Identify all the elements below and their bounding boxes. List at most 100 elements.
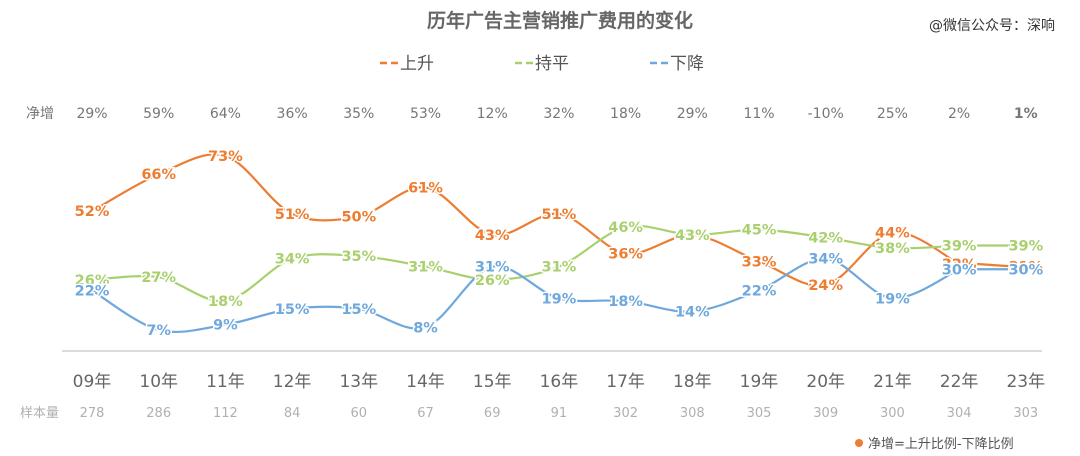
x-tick-label: 15年 <box>473 372 512 392</box>
sample-size-row: 278 286 112 84 60 67 69 91 302 308 305 309 300 304 303 <box>80 406 1039 421</box>
sample-size-value: 69 <box>484 406 501 421</box>
data-label-down: 8% <box>413 320 438 336</box>
data-label-up: 50% <box>341 209 376 225</box>
net-increase-value: 11% <box>743 106 774 122</box>
sample-size-value: 309 <box>813 406 838 421</box>
sample-size-value: 91 <box>551 406 568 421</box>
legend-label-down: 下降 <box>670 54 704 74</box>
x-tick-label: 09年 <box>73 372 112 392</box>
net-increase-value: 29% <box>76 106 107 122</box>
series-line-up <box>91 153 960 287</box>
sample-size-value: 84 <box>284 406 301 421</box>
data-label-up: 24% <box>808 278 843 294</box>
net-increase-value: 1% <box>1014 106 1038 122</box>
net-increase-value: 64% <box>210 106 241 122</box>
data-label-up: 51% <box>275 207 310 223</box>
data-label-down: 31% <box>475 260 510 276</box>
x-axis: 09年 10年 11年 12年 13年 14年 15年 16年 17年 18年 19年 20年 21年 2… <box>73 372 1045 392</box>
data-label-down: 15% <box>275 302 310 318</box>
data-label-flat: 26% <box>75 273 110 289</box>
data-label-flat: 31% <box>542 260 577 276</box>
data-label-down: 19% <box>542 291 577 307</box>
sample-size-value: 302 <box>613 406 638 421</box>
watermark: @微信公众号：深响 <box>929 18 1055 34</box>
sample-size-value: 67 <box>417 406 434 421</box>
x-tick-label: 17年 <box>606 372 645 392</box>
data-label-flat: 31% <box>408 260 443 276</box>
data-label-flat: 26% <box>475 273 510 289</box>
data-label-flat: 42% <box>808 231 843 247</box>
sample-size-value: 303 <box>1013 406 1038 421</box>
sample-size-label: 样本量 <box>20 406 59 421</box>
net-increase-value: 32% <box>543 106 574 122</box>
x-tick-label: 16年 <box>540 372 579 392</box>
data-label-up: 36% <box>608 246 643 262</box>
data-label-up: 31% <box>1008 260 1043 276</box>
legend-label-flat: 持平 <box>535 54 569 74</box>
sample-size-value: 278 <box>80 406 105 421</box>
data-label-up: 66% <box>141 167 176 183</box>
data-label-down: 9% <box>213 318 238 334</box>
data-label-flat: 38% <box>875 241 910 257</box>
data-label-down: 34% <box>808 252 843 268</box>
data-label-flat: 39% <box>942 239 977 255</box>
series-layer <box>91 153 1016 334</box>
x-tick-label: 18年 <box>673 372 712 392</box>
x-tick-label: 10年 <box>139 372 178 392</box>
net-increase-value: 59% <box>143 106 174 122</box>
sample-size-value: 304 <box>947 406 972 421</box>
data-label-flat: 46% <box>608 220 643 236</box>
data-label-flat: 39% <box>1008 239 1043 255</box>
series-line-down <box>91 257 960 334</box>
series-projection-up <box>977 262 1016 268</box>
data-label-up: 73% <box>208 149 243 165</box>
footnote: 净增=上升比例-下降比例 <box>868 437 1014 452</box>
net-increase-value: 36% <box>277 106 308 122</box>
data-label-up: 43% <box>675 228 710 244</box>
net-increase-value: 2% <box>948 106 970 122</box>
data-label-down: 15% <box>341 302 376 318</box>
data-label-flat: 27% <box>141 270 176 286</box>
net-increase-label: 净增 <box>26 106 54 122</box>
data-label-up: 43% <box>475 228 510 244</box>
x-tick-label: 11年 <box>206 372 245 392</box>
chart-title: 历年广告主营销推广费用的变化 <box>427 9 693 32</box>
data-label-down: 22% <box>742 283 777 299</box>
footnote-dot <box>855 439 863 447</box>
sample-size-value: 308 <box>680 406 705 421</box>
x-tick-label: 19年 <box>740 372 779 392</box>
net-increase-value: 25% <box>877 106 908 122</box>
sample-size-value: 305 <box>747 406 772 421</box>
data-label-up: 51% <box>542 207 577 223</box>
net-increase-value: -10% <box>808 106 844 122</box>
legend-label-up: 上升 <box>400 54 434 74</box>
x-tick-label: 22年 <box>940 372 979 392</box>
net-increase-value: 35% <box>343 106 374 122</box>
data-label-up: 33% <box>742 254 777 270</box>
sample-size-value: 300 <box>880 406 905 421</box>
x-tick-label: 21年 <box>873 372 912 392</box>
x-tick-label: 13年 <box>339 372 378 392</box>
net-increase-value: 12% <box>477 106 508 122</box>
sample-size-value: 286 <box>146 406 171 421</box>
data-label-down: 22% <box>75 283 110 299</box>
data-label-flat: 43% <box>675 228 710 244</box>
data-label-down: 30% <box>942 262 977 278</box>
data-label-down: 18% <box>608 294 643 310</box>
legend: 上升 持平 下降 <box>380 54 704 74</box>
data-label-flat: 35% <box>341 249 376 265</box>
data-label-down: 30% <box>1008 262 1043 278</box>
data-label-flat: 18% <box>208 294 243 310</box>
data-label-up: 44% <box>875 225 910 241</box>
net-increase-row: 29% 59% 64% 36% 35% 53% 12% 32% 18% 29% 11% -10% 25%… <box>76 106 1037 122</box>
data-label-down: 19% <box>875 291 910 307</box>
data-label-up: 32% <box>942 257 977 273</box>
data-label-flat: 45% <box>742 223 777 239</box>
x-tick-label: 14年 <box>406 372 445 392</box>
data-label-up: 52% <box>75 204 110 220</box>
x-tick-label: 23年 <box>1006 372 1045 392</box>
sample-size-value: 60 <box>351 406 368 421</box>
net-increase-value: 18% <box>610 106 641 122</box>
data-label-down: 14% <box>675 305 710 321</box>
